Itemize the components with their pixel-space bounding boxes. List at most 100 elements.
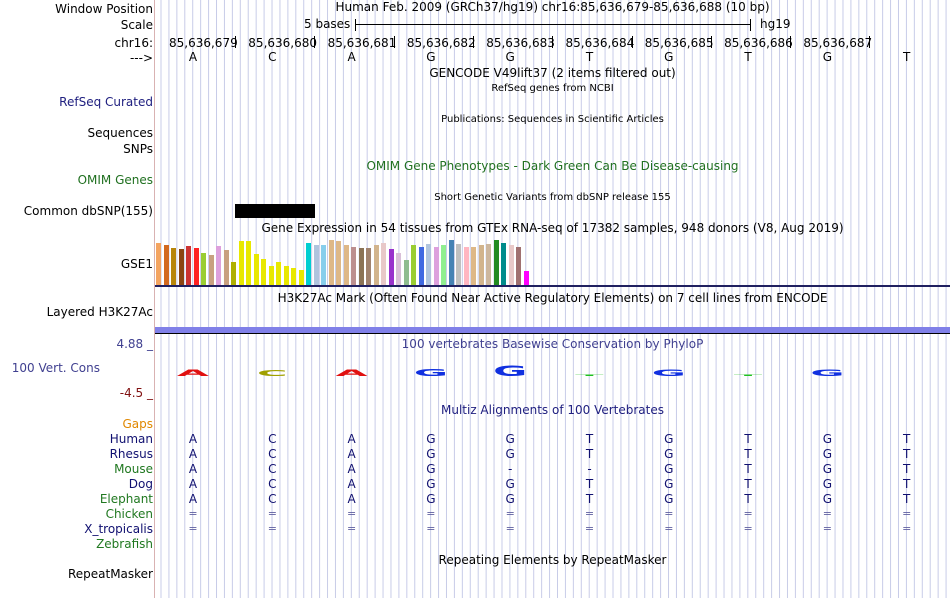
h3k27ac-label[interactable]: Layered H3K27Ac xyxy=(46,305,153,319)
snps-label[interactable]: SNPs xyxy=(123,142,153,156)
aligned-base: G xyxy=(822,447,833,461)
refseq-track-title[interactable]: RefSeq genes from NCBI xyxy=(491,83,614,94)
gtex-tissue-bar[interactable] xyxy=(163,245,169,285)
gtex-expression-bars[interactable] xyxy=(155,237,535,285)
gtex-tissue-bar[interactable] xyxy=(523,271,529,285)
gtex-tissue-bar[interactable] xyxy=(321,245,326,285)
aligned-base: G xyxy=(664,462,674,476)
gtex-tissue-bar[interactable] xyxy=(516,247,521,285)
gtex-tissue-bar[interactable] xyxy=(193,248,199,285)
species-label[interactable]: Dog xyxy=(128,477,153,491)
gtex-tissue-bar[interactable] xyxy=(433,247,439,285)
aligned-base: = xyxy=(902,507,912,520)
position-tick-mark xyxy=(790,36,792,48)
gtex-tissue-bar[interactable] xyxy=(388,249,394,285)
gtex-tissue-bar[interactable] xyxy=(283,266,289,285)
gtex-tissue-bar[interactable] xyxy=(351,247,356,285)
dbsnp-label[interactable]: Common dbSNP(155) xyxy=(23,204,153,218)
conservation-label[interactable]: 100 Vert. Cons xyxy=(11,361,100,375)
sequences-label[interactable]: Sequences xyxy=(87,126,153,140)
gtex-tissue-bar[interactable] xyxy=(381,243,386,285)
gtex-tissue-bar[interactable] xyxy=(186,246,191,285)
gtex-tissue-bar[interactable] xyxy=(336,241,341,285)
species-label[interactable]: Mouse xyxy=(114,462,153,476)
gtex-tissue-bar[interactable] xyxy=(463,247,469,285)
species-label[interactable]: Human xyxy=(109,432,153,446)
gtex-tissue-bar[interactable] xyxy=(178,249,184,285)
h3k27ac-track-title[interactable]: H3K27Ac Mark (Often Found Near Active Re… xyxy=(277,291,828,305)
dbsnp-track-title[interactable]: Short Genetic Variants from dbSNP releas… xyxy=(434,192,671,203)
gtex-tissue-bar[interactable] xyxy=(366,248,371,285)
gtex-tissue-bar[interactable] xyxy=(448,240,454,285)
gtex-tissue-bar[interactable] xyxy=(261,259,266,285)
gtex-tissue-bar[interactable] xyxy=(486,244,491,285)
gtex-tissue-bar[interactable] xyxy=(306,243,311,285)
gtex-tissue-bar[interactable] xyxy=(231,262,236,285)
aligned-base: G xyxy=(822,432,833,446)
multiz-track-title[interactable]: Multiz Alignments of 100 Vertebrates xyxy=(440,403,665,417)
aligned-base: A xyxy=(188,447,198,461)
gtex-tissue-bar[interactable] xyxy=(411,245,416,285)
species-label[interactable]: Rhesus xyxy=(109,447,153,461)
aligned-base: - xyxy=(508,462,513,476)
aligned-base: G xyxy=(664,447,674,461)
gtex-tissue-bar[interactable] xyxy=(223,250,229,285)
gtex-tissue-bar[interactable] xyxy=(171,248,176,285)
gtex-tissue-bar[interactable] xyxy=(201,253,206,285)
aligned-base: A xyxy=(188,492,198,506)
gtex-tissue-bar[interactable] xyxy=(246,241,251,285)
gtex-tissue-bar[interactable] xyxy=(238,241,244,285)
position-tick-mark xyxy=(314,36,316,48)
species-label[interactable]: Elephant xyxy=(99,492,153,506)
species-label[interactable]: X_tropicalis xyxy=(84,522,153,536)
species-label[interactable]: Chicken xyxy=(105,507,153,521)
repeatmasker-track-title[interactable]: Repeating Elements by RepeatMasker xyxy=(438,553,667,567)
gtex-tissue-bar[interactable] xyxy=(508,245,514,285)
gencode-track-title[interactable]: GENCODE V49lift37 (2 items filtered out) xyxy=(429,66,676,80)
dbsnp-variant-block[interactable] xyxy=(235,204,315,218)
gtex-gene-label[interactable]: GSE1 xyxy=(120,257,153,271)
gtex-tissue-bar[interactable] xyxy=(276,262,281,285)
aligned-base: = xyxy=(346,522,357,535)
aligned-base: T xyxy=(903,447,911,461)
gtex-tissue-bar[interactable] xyxy=(501,243,506,285)
gtex-tissue-bar[interactable] xyxy=(358,248,364,285)
aligned-base: A xyxy=(188,477,198,491)
gtex-tissue-bar[interactable] xyxy=(268,266,274,285)
gtex-tissue-bar[interactable] xyxy=(298,270,304,285)
gtex-tissue-bar[interactable] xyxy=(403,260,409,285)
gtex-tissue-bar[interactable] xyxy=(418,247,424,285)
reference-base: G xyxy=(822,50,833,64)
gtex-tissue-bar[interactable] xyxy=(156,243,161,285)
gtex-track-title[interactable]: Gene Expression in 54 tissues from GTEx … xyxy=(261,221,844,235)
gtex-tissue-bar[interactable] xyxy=(456,244,461,285)
gtex-tissue-bar[interactable] xyxy=(478,245,484,285)
omim-genes-label[interactable]: OMIM Genes xyxy=(77,173,153,187)
gtex-tissue-bar[interactable] xyxy=(373,245,379,285)
position-tick-mark xyxy=(869,36,871,48)
gtex-tissue-bar[interactable] xyxy=(216,246,221,285)
omim-track-title[interactable]: OMIM Gene Phenotypes - Dark Green Can Be… xyxy=(366,159,739,173)
gtex-tissue-bar[interactable] xyxy=(493,240,499,285)
repeatmasker-label[interactable]: RepeatMasker xyxy=(67,567,153,581)
publications-track-title[interactable]: Publications: Sequences in Scientific Ar… xyxy=(441,114,664,125)
conservation-track-title[interactable]: 100 vertebrates Basewise Conservation by… xyxy=(401,337,704,351)
gaps-label: Gaps xyxy=(122,417,153,431)
gtex-tissue-bar[interactable] xyxy=(441,245,446,285)
aligned-base: = xyxy=(505,507,515,520)
gtex-tissue-bar[interactable] xyxy=(471,247,476,285)
gtex-tissue-bar[interactable] xyxy=(396,253,401,285)
gtex-tissue-bar[interactable] xyxy=(253,254,259,285)
gtex-tissue-bar[interactable] xyxy=(313,245,319,285)
aligned-base: = xyxy=(902,522,912,535)
aligned-base: = xyxy=(822,507,832,520)
species-label[interactable]: Zebrafish xyxy=(96,537,153,551)
aligned-base: G xyxy=(664,492,674,506)
gtex-tissue-bar[interactable] xyxy=(291,268,296,285)
position-tick-label: 85,636,680 xyxy=(248,36,318,50)
refseq-curated-label[interactable]: RefSeq Curated xyxy=(59,95,153,109)
gtex-tissue-bar[interactable] xyxy=(426,244,431,285)
gtex-tissue-bar[interactable] xyxy=(343,245,349,285)
gtex-tissue-bar[interactable] xyxy=(328,240,334,285)
gtex-tissue-bar[interactable] xyxy=(208,255,214,285)
